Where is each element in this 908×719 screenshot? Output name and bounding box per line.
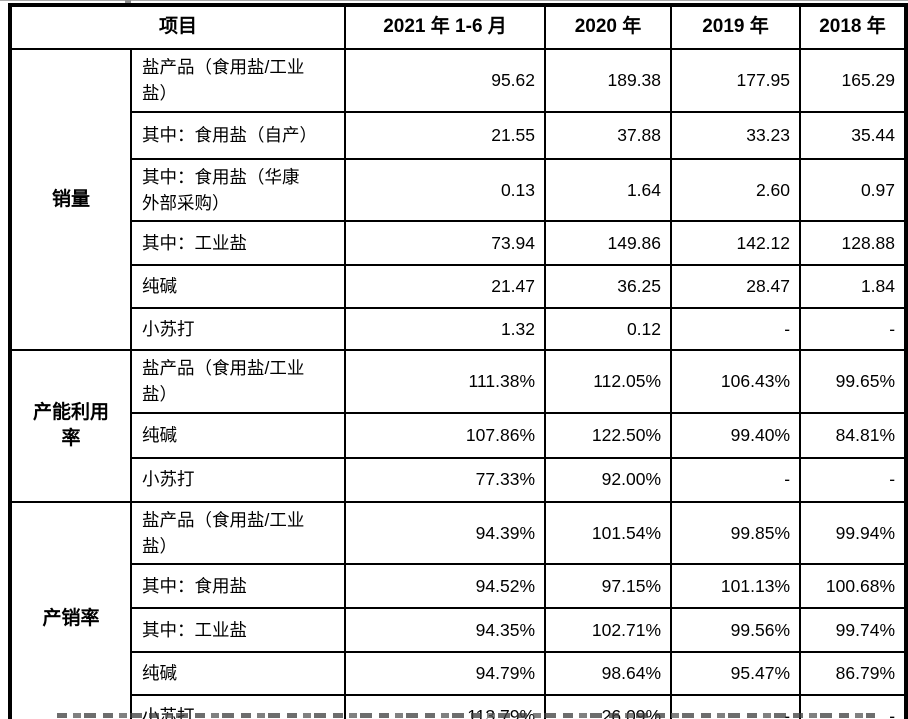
- value-cell: 94.39%: [344, 500, 547, 565]
- item-label-cell: 其中：食用盐（华康外部采购）: [129, 157, 347, 222]
- value-cell: 94.52%: [344, 563, 547, 609]
- value-cell: 99.56%: [670, 607, 802, 653]
- value-cell: 0.12: [544, 307, 673, 351]
- item-label-cell: 纯碱: [129, 651, 347, 696]
- item-label-cell: 其中：食用盐（自产）: [129, 110, 347, 160]
- group-label-cell: 产能利用率: [9, 349, 132, 503]
- item-label-cell: 小苏打: [129, 307, 347, 351]
- value-cell: 111.38%: [344, 349, 547, 414]
- value-cell: 189.38: [544, 48, 673, 113]
- value-cell: -: [799, 456, 908, 503]
- value-cell: 98.64%: [544, 651, 673, 696]
- item-label-cell: 其中：工业盐: [129, 607, 347, 653]
- header-year-cell: 2021 年 1-6 月: [344, 4, 547, 50]
- group-label: 产销率: [42, 608, 100, 630]
- value-cell: 97.15%: [544, 563, 673, 609]
- table-row: 纯碱 21.47 36.25 28.47 1.84: [10, 264, 908, 309]
- group-label-cell: 产销率: [9, 500, 132, 719]
- table-row: 小苏打 77.33% 92.00% - -: [10, 456, 908, 503]
- value-cell: 84.81%: [799, 411, 908, 459]
- table-row: 纯碱 107.86% 122.50% 99.40% 84.81%: [10, 411, 908, 459]
- value-cell: 142.12: [670, 220, 802, 266]
- value-cell: 107.86%: [344, 411, 547, 459]
- header-year-cell: 2020 年: [544, 4, 673, 50]
- value-cell: 92.00%: [544, 456, 673, 503]
- item-label-cell: 其中：工业盐: [129, 220, 347, 266]
- value-cell: 0.13: [344, 157, 547, 222]
- value-cell: 128.88: [799, 220, 908, 266]
- value-cell: 21.47: [344, 264, 547, 309]
- value-cell: 94.35%: [344, 607, 547, 653]
- group-label: 销量: [51, 188, 90, 210]
- value-cell: 1.84: [799, 264, 908, 309]
- value-cell: 95.62: [344, 48, 547, 113]
- value-cell: 165.29: [799, 48, 908, 113]
- table-row: 纯碱 94.79% 98.64% 95.47% 86.79%: [10, 651, 908, 696]
- top-tick-artifact: [125, 0, 131, 3]
- value-cell: 21.55: [344, 110, 547, 160]
- value-cell: 177.95: [670, 48, 802, 113]
- value-cell: 100.68%: [799, 563, 908, 609]
- item-label-cell: 小苏打: [129, 456, 347, 503]
- value-cell: -: [799, 307, 908, 351]
- value-cell: 122.50%: [544, 411, 673, 459]
- group-label-cell: 销量: [9, 48, 132, 351]
- value-cell: 73.94: [344, 220, 547, 266]
- header-year-cell: 2018 年: [799, 4, 908, 50]
- value-cell: 0.97: [799, 157, 908, 222]
- value-cell: 149.86: [544, 220, 673, 266]
- table-row: 其中：食用盐（华康外部采购） 0.13 1.64 2.60 0.97: [10, 157, 908, 222]
- value-cell: 1.64: [544, 157, 673, 222]
- value-cell: 99.94%: [799, 500, 908, 565]
- value-cell: 35.44: [799, 110, 908, 160]
- value-cell: 101.54%: [544, 500, 673, 565]
- table-row: 产能利用率 盐产品（食用盐/工业盐） 111.38% 112.05% 106.4…: [9, 349, 908, 503]
- value-cell: 99.40%: [670, 411, 802, 459]
- value-cell: 36.25: [544, 264, 673, 309]
- item-label-cell: 盐产品（食用盐/工业盐）: [129, 349, 347, 414]
- table-row: 产销率 盐产品（食用盐/工业盐） 94.39% 101.54% 99.85% 9…: [9, 500, 908, 719]
- item-label-cell: 纯碱: [129, 264, 347, 309]
- value-cell: 1.32: [344, 307, 547, 351]
- value-cell: 33.23: [670, 110, 802, 160]
- value-cell: 99.65%: [799, 349, 908, 414]
- item-label-cell: 其中：食用盐: [129, 563, 347, 609]
- value-cell: 77.33%: [344, 456, 547, 503]
- table-row: 其中：工业盐 73.94 149.86 142.12 128.88: [10, 220, 908, 266]
- table-row: 其中：食用盐 94.52% 97.15% 101.13% 100.68%: [10, 563, 908, 609]
- value-cell: 102.71%: [544, 607, 673, 653]
- table-row: 小苏打 1.32 0.12 - -: [10, 307, 908, 351]
- value-cell: -: [670, 307, 802, 351]
- item-label-cell: 纯碱: [129, 411, 347, 459]
- value-cell: -: [670, 456, 802, 503]
- table-row: 销量 盐产品（食用盐/工业盐） 95.62 189.38 177.95 165.…: [9, 48, 908, 351]
- value-cell: 95.47%: [670, 651, 802, 696]
- header-year-cell: 2019 年: [670, 4, 802, 50]
- item-label-cell: 盐产品（食用盐/工业盐）: [129, 500, 347, 565]
- value-cell: 37.88: [544, 110, 673, 160]
- clipped-footnote-text: [57, 713, 875, 718]
- value-cell: 112.05%: [544, 349, 673, 414]
- table-row: 其中：食用盐（自产） 21.55 37.88 33.23 35.44: [10, 110, 908, 160]
- value-cell: 86.79%: [799, 651, 908, 696]
- value-cell: 99.74%: [799, 607, 908, 653]
- value-cell: 101.13%: [670, 563, 802, 609]
- top-hairline-artifact: [0, 0, 908, 1]
- value-cell: 28.47: [670, 264, 802, 309]
- value-cell: 106.43%: [670, 349, 802, 414]
- table-row: 其中：工业盐 94.35% 102.71% 99.56% 99.74%: [10, 607, 908, 653]
- production-sales-table: 项目 2021 年 1-6 月 2020 年 2019 年 2018 年 销量 …: [8, 3, 908, 719]
- item-label-cell: 盐产品（食用盐/工业盐）: [129, 48, 347, 113]
- table-header-row: 项目 2021 年 1-6 月 2020 年 2019 年 2018 年: [8, 4, 908, 50]
- group-label: 产能利用率: [32, 402, 109, 449]
- value-cell: 99.85%: [670, 500, 802, 565]
- value-cell: 94.79%: [344, 651, 547, 696]
- value-cell: 2.60: [670, 157, 802, 222]
- header-item-cell: 项目: [8, 4, 347, 50]
